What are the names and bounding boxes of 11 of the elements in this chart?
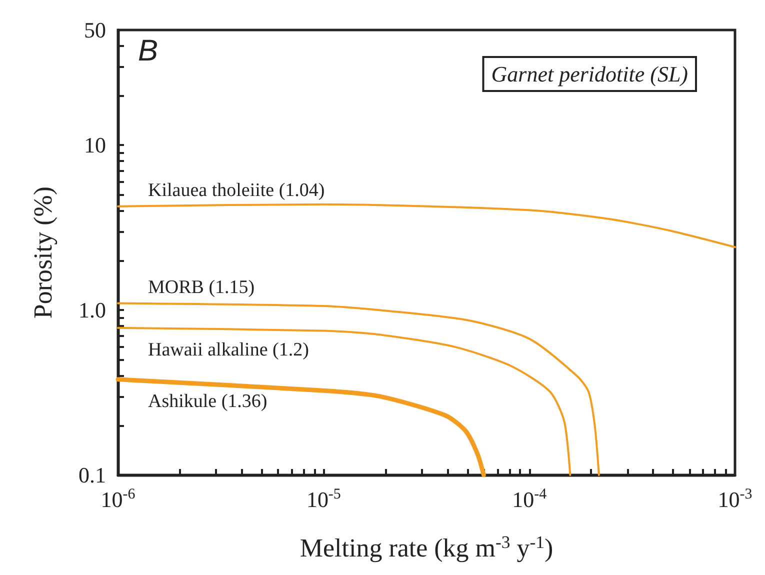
series-label: MORB (1.15) <box>148 276 255 298</box>
y-tick-label: 10 <box>84 132 106 158</box>
y-tick-label: 0.1 <box>78 462 106 488</box>
annotation: Garnet peridotite (SL) <box>491 62 688 86</box>
series-label: Ashikule (1.36) <box>148 390 268 412</box>
y-axis-title: Porosity (%) <box>28 186 58 319</box>
y-tick-label: 50 <box>84 18 106 42</box>
annotation: B <box>138 34 158 68</box>
series-label: Kilauea tholeiite (1.04) <box>148 180 325 201</box>
y-tick-label: 1.0 <box>78 298 106 323</box>
series-label: Hawaii alkaline (1.2) <box>148 339 309 360</box>
